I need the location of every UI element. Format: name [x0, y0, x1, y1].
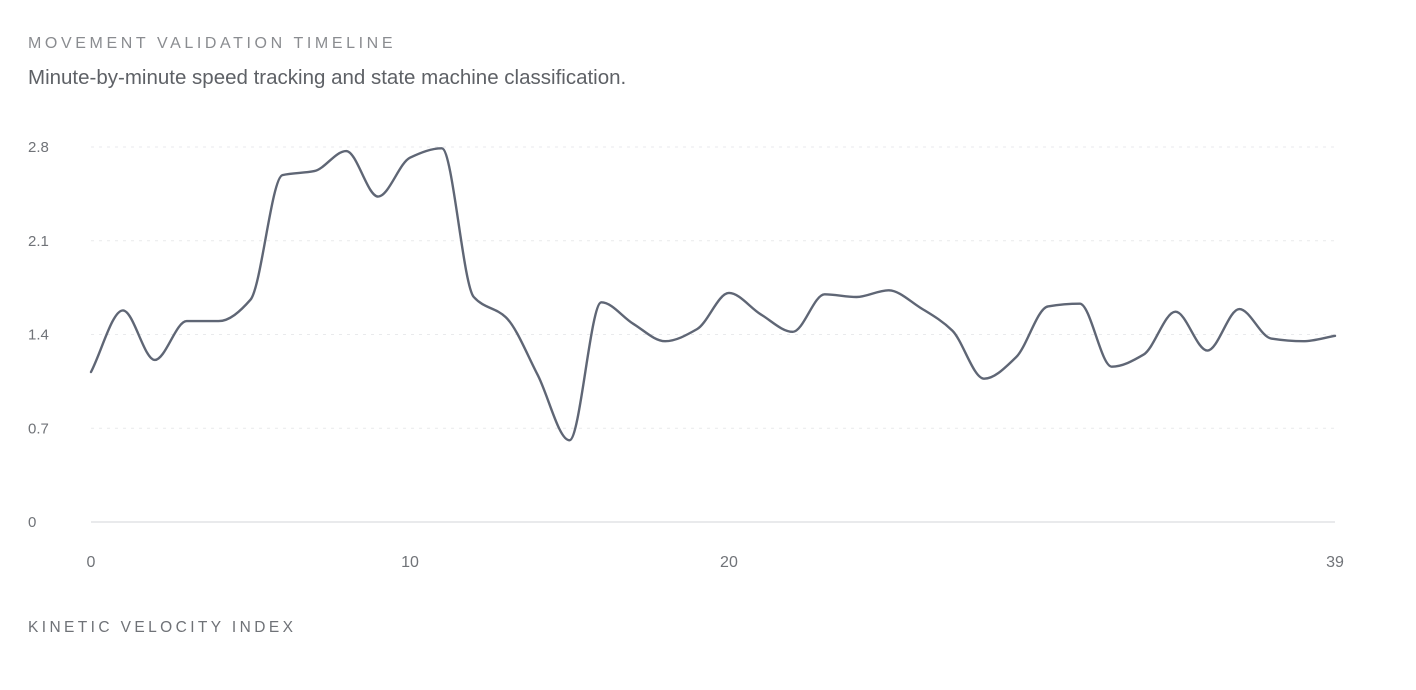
data-point	[88, 369, 94, 375]
data-point	[822, 291, 828, 297]
data-point	[1173, 309, 1179, 315]
data-point	[216, 318, 222, 324]
data-point	[407, 155, 413, 161]
y-tick-label: 1.4	[28, 327, 49, 344]
data-point	[630, 321, 636, 327]
y-axis: 0 0.7 1.4 2.1 2.8	[28, 139, 49, 531]
data-point	[1013, 354, 1019, 360]
line-chart: 0 0.7 1.4 2.1 2.8 0 10 20 39	[28, 139, 1344, 571]
series-layer	[88, 145, 1338, 443]
data-point	[1332, 333, 1338, 339]
x-tick-label: 39	[1326, 554, 1344, 571]
data-point	[790, 329, 796, 335]
y-tick-label: 2.8	[28, 139, 49, 156]
data-point	[854, 294, 860, 300]
data-point	[566, 437, 572, 443]
data-point	[247, 297, 253, 303]
data-point	[503, 314, 509, 320]
data-point	[1141, 352, 1147, 358]
gridlines	[91, 146, 1335, 523]
data-point	[598, 299, 604, 305]
chart-title: MOVEMENT VALIDATION TIMELINE	[28, 35, 397, 52]
x-tick-label: 0	[87, 554, 96, 571]
series-line	[89, 147, 1337, 442]
data-point	[662, 338, 668, 344]
data-point	[1109, 364, 1115, 370]
data-point	[1077, 301, 1083, 307]
data-point	[949, 327, 955, 333]
data-point	[1300, 338, 1306, 344]
data-point	[279, 172, 285, 178]
data-point	[1236, 306, 1242, 312]
x-axis: 0 10 20 39	[87, 554, 1344, 571]
data-point	[343, 148, 349, 154]
x-tick-label: 10	[401, 554, 419, 571]
data-point	[311, 168, 317, 174]
chart-subtitle: Minute-by-minute speed tracking and stat…	[28, 66, 627, 89]
x-tick-label: 20	[720, 554, 738, 571]
data-point	[184, 318, 190, 324]
data-point	[981, 376, 987, 382]
data-point	[152, 357, 158, 363]
data-point	[694, 326, 700, 332]
data-point	[885, 287, 891, 293]
data-point	[1045, 303, 1051, 309]
data-point	[375, 194, 381, 200]
data-point	[758, 311, 764, 317]
y-tick-label: 0	[28, 514, 36, 531]
footer-label: KINETIC VELOCITY INDEX	[28, 619, 297, 636]
data-point	[726, 290, 732, 296]
data-point	[471, 294, 477, 300]
data-point	[917, 305, 923, 311]
data-point	[439, 145, 445, 151]
y-tick-label: 2.1	[28, 233, 49, 250]
y-tick-label: 0.7	[28, 420, 49, 437]
data-point	[1204, 348, 1210, 354]
data-point	[1268, 336, 1274, 342]
data-point	[535, 372, 541, 378]
data-point	[120, 307, 126, 313]
